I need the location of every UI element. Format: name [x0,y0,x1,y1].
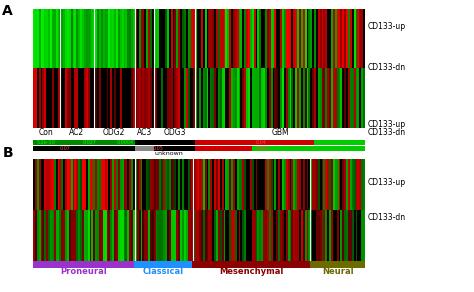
Text: CD133-up: CD133-up [367,22,405,31]
Bar [33,261,135,268]
Text: Con: Con [39,128,54,138]
Bar [192,261,310,268]
Text: 0.05: 0.05 [153,146,164,151]
Text: B: B [2,146,13,160]
Bar [314,140,365,145]
Text: AC2: AC2 [69,128,84,138]
Text: 5.2e-10: 5.2e-10 [36,140,55,145]
Text: 0.003: 0.003 [255,146,270,151]
Text: 0.0004: 0.0004 [116,140,133,145]
Bar [154,140,195,145]
Bar [195,146,252,151]
Bar [252,146,365,151]
Bar [154,146,195,151]
Text: 0.027: 0.027 [83,140,97,145]
Text: 0.07: 0.07 [60,146,71,151]
Text: GBM: GBM [271,128,289,138]
Text: ODG2: ODG2 [103,128,126,138]
Bar [33,140,135,145]
Text: Mesenchymal: Mesenchymal [219,267,283,276]
Bar [135,140,154,145]
Text: unknown: unknown [155,151,183,156]
Text: ODG3: ODG3 [164,128,186,138]
Text: CD133-dn: CD133-dn [367,128,405,137]
Text: CD133-dn: CD133-dn [367,213,405,222]
Text: Classical: Classical [143,267,184,276]
Text: A: A [2,4,13,18]
Bar [135,261,192,268]
Text: CD133-up: CD133-up [367,121,405,129]
Text: CD133-dn: CD133-dn [367,63,405,72]
Text: Proneural: Proneural [60,267,107,276]
Text: AC3: AC3 [137,128,152,138]
Bar [310,261,365,268]
Bar [135,146,154,151]
Bar [195,140,314,145]
Text: 0.04: 0.04 [255,140,266,145]
Bar [33,146,135,151]
Text: Neural: Neural [322,267,354,276]
Text: CD133-up: CD133-up [367,178,405,187]
